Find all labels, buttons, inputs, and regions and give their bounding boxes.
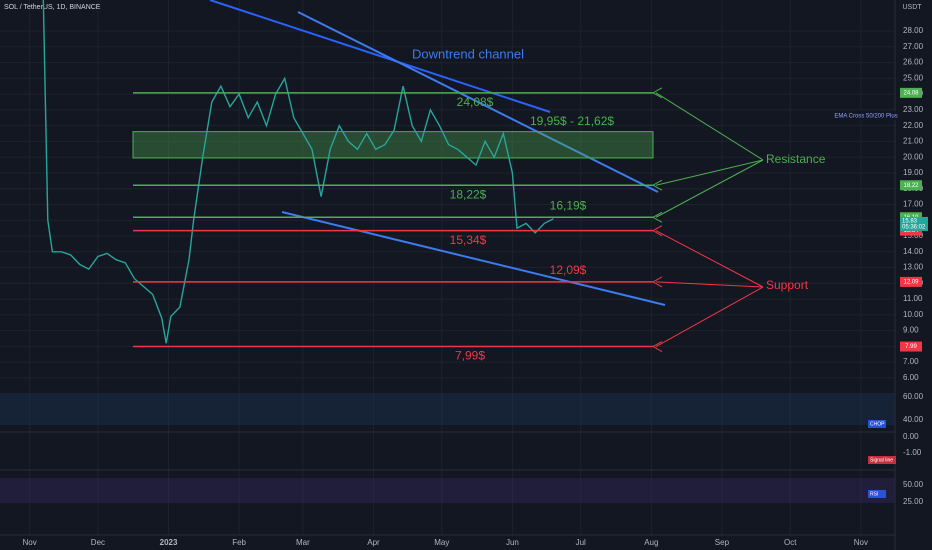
channel-label: Downtrend channel [412, 46, 524, 61]
indicator-name: EMA Cross 50/200 Plus [834, 114, 897, 120]
y-tick-label: 13.00 [903, 263, 924, 272]
indicator-name: Signal line [870, 457, 893, 463]
y-tick-label: 9.00 [903, 326, 919, 335]
y-tick-label: 11.00 [903, 294, 923, 303]
x-tick-label: May [434, 538, 449, 547]
arrow [655, 92, 764, 161]
level-label: 18,22$ [450, 187, 487, 201]
last-price: 15.83 [902, 219, 918, 225]
arrow [655, 281, 764, 288]
x-tick-label: Mar [296, 538, 310, 547]
support-label: Support [766, 278, 809, 292]
y-tick-label: 6.00 [903, 373, 919, 382]
indicator-tick: -1.00 [903, 448, 922, 457]
price-line [42, 0, 554, 344]
x-tick-label: Apr [367, 538, 380, 547]
price-tag [900, 180, 922, 191]
y-tick-label: 19.00 [903, 168, 924, 177]
arrow [655, 159, 764, 186]
indicator-tick: 40.00 [903, 415, 924, 424]
indicator-badge [868, 490, 886, 498]
indicator-badge [868, 456, 896, 464]
zone-label: 19,95$ - 21,62$ [530, 114, 614, 128]
price-tag-text: 18.22 [903, 183, 919, 189]
indicator-badge [836, 111, 896, 120]
indicator-badge [868, 420, 886, 428]
y-tick-label: 14.00 [903, 247, 924, 256]
resistance-label: Resistance [766, 152, 826, 166]
indicator-name: CHOP [870, 421, 885, 427]
x-tick-label: Oct [784, 538, 797, 547]
x-tick-label: Sep [715, 538, 730, 547]
price-tag [900, 87, 922, 98]
arrow-head [651, 87, 663, 99]
y-tick-label: 10.00 [903, 310, 924, 319]
overlay: 6.007.008.009.0010.0011.0012.0013.0014.0… [22, 26, 928, 547]
y-tick-label: 7.00 [903, 357, 919, 366]
chop-band [0, 393, 895, 425]
y-tick-label: 27.00 [903, 42, 924, 51]
indicator-tick: 25.00 [903, 497, 924, 506]
level-label: 15,34$ [450, 233, 487, 247]
plot [42, 0, 654, 348]
x-tick-label: 2023 [160, 538, 178, 547]
x-tick-label: Nov [854, 538, 868, 547]
y-tick-label: 17.00 [903, 200, 924, 209]
y-tick-label: 26.00 [903, 58, 924, 67]
channel-top [297, 11, 659, 193]
level-label: 16,19$ [550, 198, 587, 212]
y-tick-label: 22.00 [903, 121, 924, 130]
price-tag [900, 341, 922, 352]
y-tick-label: 21.00 [903, 137, 924, 146]
indicator-name: RSI [870, 491, 878, 497]
arrow [655, 159, 764, 218]
x-tick-label: Jun [506, 538, 519, 547]
arrow-head [651, 179, 663, 191]
indicator-tick: 50.00 [903, 480, 924, 489]
x-tick-label: Feb [232, 538, 246, 547]
arrow-head [651, 225, 663, 237]
price-tag [900, 276, 922, 287]
resistance-zone [132, 131, 654, 159]
level-label: 7,99$ [455, 349, 485, 363]
y-tick-label: 25.00 [903, 73, 924, 82]
price-tag-text: 24.08 [903, 90, 919, 96]
indicator-tick: 0.00 [903, 432, 919, 441]
currency: USDT [902, 4, 922, 11]
arrow-head [651, 341, 663, 352]
arrow-head [651, 211, 663, 223]
grid [0, 0, 895, 535]
arrow [655, 230, 764, 288]
price-tag-text: 15.34 [903, 228, 919, 234]
y-tick-label: 28.00 [903, 26, 924, 35]
y-tick-label: 23.00 [903, 105, 924, 114]
x-tick-label: Nov [22, 538, 36, 547]
countdown: 05:36:02 [902, 225, 926, 231]
chart-title: SOL / TetherUS, 1D, BINANCE [4, 4, 101, 11]
x-tick-label: Jul [576, 538, 586, 547]
price-tag-text: 7.99 [905, 344, 917, 350]
indicator-tick: 60.00 [903, 392, 924, 401]
x-tick-label: Aug [644, 538, 658, 547]
last-price-tag [900, 216, 928, 231]
x-tick-label: Dec [91, 538, 105, 547]
arrow [655, 286, 764, 347]
level-label: 24,08$ [457, 95, 494, 109]
channel-bottom [281, 211, 666, 306]
y-tick-label: 20.00 [903, 152, 924, 161]
rsi-band [0, 478, 895, 503]
arrow-head [651, 276, 663, 288]
level-label: 12,09$ [550, 263, 587, 277]
price-tag-text: 12.09 [903, 279, 919, 285]
